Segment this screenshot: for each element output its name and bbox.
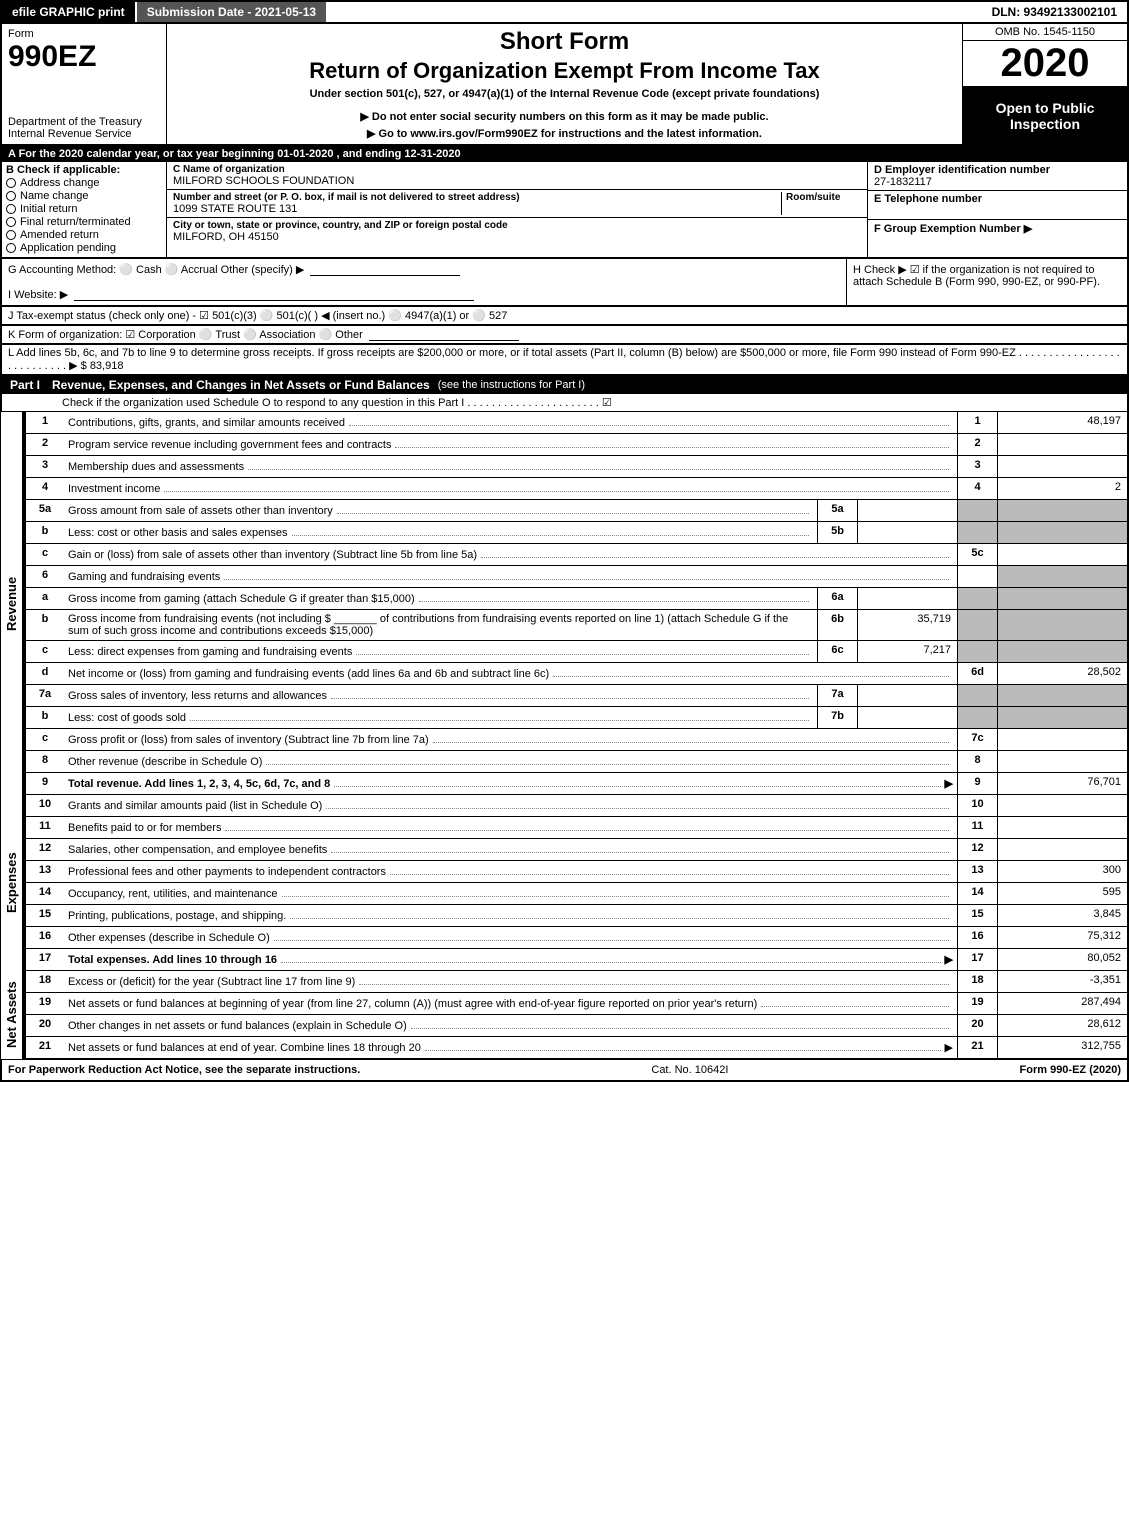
schedule-o-check: Check if the organization used Schedule …: [2, 394, 1127, 412]
org-name: MILFORD SCHOOLS FOUNDATION: [173, 175, 861, 187]
side-label-net-assets: Net Assets: [0, 971, 24, 1059]
line-k: K Form of organization: ☑ Corporation ⚪ …: [0, 326, 1129, 345]
line-21: 21Net assets or fund balances at end of …: [24, 1037, 1129, 1059]
checkbox-name-change[interactable]: Name change: [6, 190, 162, 202]
line-c: cLess: direct expenses from gaming and f…: [24, 641, 1129, 663]
line-17: 17Total expenses. Add lines 10 through 1…: [24, 949, 1129, 971]
city-label: City or town, state or province, country…: [173, 220, 861, 231]
line-g: G Accounting Method: ⚪ Cash ⚪ Accrual Ot…: [8, 263, 840, 276]
org-address: 1099 STATE ROUTE 131: [173, 203, 781, 215]
line-13: 13Professional fees and other payments t…: [24, 861, 1129, 883]
line-14: 14Occupancy, rent, utilities, and mainte…: [24, 883, 1129, 905]
subtitle-3: ▶ Go to www.irs.gov/Form990EZ for instru…: [177, 127, 952, 140]
header-right: OMB No. 1545-1150 2020 Open to Public In…: [962, 24, 1127, 144]
checkbox-address-change[interactable]: Address change: [6, 177, 162, 189]
line-j: J Tax-exempt status (check only one) - ☑…: [0, 307, 1129, 326]
line-7a: 7aGross sales of inventory, less returns…: [24, 685, 1129, 707]
box-b-title: B Check if applicable:: [6, 164, 162, 176]
line-5a: 5aGross amount from sale of assets other…: [24, 500, 1129, 522]
org-city: MILFORD, OH 45150: [173, 231, 861, 243]
checkbox-application-pending[interactable]: Application pending: [6, 242, 162, 254]
topbar-spacer: [328, 2, 981, 22]
room-label: Room/suite: [786, 192, 861, 203]
tax-year: 2020: [963, 41, 1127, 87]
box-c: C Name of organization MILFORD SCHOOLS F…: [167, 162, 867, 257]
box-b: B Check if applicable: Address changeNam…: [2, 162, 167, 257]
side-label-expenses: Expenses: [0, 795, 24, 971]
line-c: cGross profit or (loss) from sales of in…: [24, 729, 1129, 751]
line-b: bGross income from fundraising events (n…: [24, 610, 1129, 641]
form-header: Form 990EZ Department of the Treasury In…: [0, 24, 1129, 146]
subtitle-1: Under section 501(c), 527, or 4947(a)(1)…: [177, 88, 952, 100]
line-20: 20Other changes in net assets or fund ba…: [24, 1015, 1129, 1037]
ein-value: 27-1832117: [874, 176, 1121, 188]
line-h: H Check ▶ ☑ if the organization is not r…: [847, 259, 1127, 305]
line-16: 16Other expenses (describe in Schedule O…: [24, 927, 1129, 949]
open-inspection: Open to Public Inspection: [963, 87, 1127, 144]
header-left: Form 990EZ Department of the Treasury In…: [2, 24, 167, 144]
ein-label: D Employer identification number: [874, 164, 1121, 176]
tel-label: E Telephone number: [874, 193, 1121, 205]
line-10: 10Grants and similar amounts paid (list …: [24, 795, 1129, 817]
line-9: 9Total revenue. Add lines 1, 2, 3, 4, 5c…: [24, 773, 1129, 795]
line-3: 3Membership dues and assessments3: [24, 456, 1129, 478]
checkbox-amended-return[interactable]: Amended return: [6, 229, 162, 241]
line-a: aGross income from gaming (attach Schedu…: [24, 588, 1129, 610]
line-2: 2Program service revenue including gover…: [24, 434, 1129, 456]
line-18: 18Excess or (deficit) for the year (Subt…: [24, 971, 1129, 993]
line-11: 11Benefits paid to or for members11: [24, 817, 1129, 839]
info-grid: B Check if applicable: Address changeNam…: [0, 162, 1129, 259]
line-15: 15Printing, publications, postage, and s…: [24, 905, 1129, 927]
line-12: 12Salaries, other compensation, and empl…: [24, 839, 1129, 861]
topbar: efile GRAPHIC print Submission Date - 20…: [0, 0, 1129, 24]
short-form-title: Short Form: [177, 28, 952, 56]
line-8: 8Other revenue (describe in Schedule O)8: [24, 751, 1129, 773]
part1-header: Part I Revenue, Expenses, and Changes in…: [2, 376, 1127, 394]
efile-print-button[interactable]: efile GRAPHIC print: [2, 2, 137, 22]
footer: For Paperwork Reduction Act Notice, see …: [0, 1059, 1129, 1082]
side-label-revenue: Revenue: [0, 412, 24, 795]
line-c: cGain or (loss) from sale of assets othe…: [24, 544, 1129, 566]
header-center: Short Form Return of Organization Exempt…: [167, 24, 962, 144]
name-label: C Name of organization: [173, 164, 861, 175]
form-word: Form: [8, 28, 160, 40]
line-i: I Website: ▶: [8, 288, 840, 301]
subtitle-2: ▶ Do not enter social security numbers o…: [177, 110, 952, 123]
addr-label: Number and street (or P. O. box, if mail…: [173, 192, 781, 203]
footer-right: Form 990-EZ (2020): [1020, 1064, 1121, 1076]
group-label: F Group Exemption Number ▶: [874, 222, 1121, 235]
box-d: D Employer identification number 27-1832…: [867, 162, 1127, 257]
footer-mid: Cat. No. 10642I: [651, 1064, 728, 1076]
line-1: 1Contributions, gifts, grants, and simil…: [24, 412, 1129, 434]
checkbox-final-return-terminated[interactable]: Final return/terminated: [6, 216, 162, 228]
form-number: 990EZ: [8, 40, 160, 74]
line-d: dNet income or (loss) from gaming and fu…: [24, 663, 1129, 685]
line-6: 6Gaming and fundraising events: [24, 566, 1129, 588]
line-4: 4Investment income42: [24, 478, 1129, 500]
dln-text: DLN: 93492133002101: [982, 2, 1127, 22]
return-title: Return of Organization Exempt From Incom…: [177, 58, 952, 84]
line-l: L Add lines 5b, 6c, and 7b to line 9 to …: [0, 345, 1129, 376]
line-19: 19Net assets or fund balances at beginni…: [24, 993, 1129, 1015]
omb-number: OMB No. 1545-1150: [963, 24, 1127, 41]
dept-treasury: Department of the Treasury Internal Reve…: [8, 116, 160, 140]
line-b: bLess: cost or other basis and sales exp…: [24, 522, 1129, 544]
period-row: A For the 2020 calendar year, or tax yea…: [0, 146, 1129, 162]
submission-date-button[interactable]: Submission Date - 2021-05-13: [137, 2, 328, 22]
line-b: bLess: cost of goods sold7b: [24, 707, 1129, 729]
checkbox-initial-return[interactable]: Initial return: [6, 203, 162, 215]
footer-left: For Paperwork Reduction Act Notice, see …: [8, 1064, 360, 1076]
